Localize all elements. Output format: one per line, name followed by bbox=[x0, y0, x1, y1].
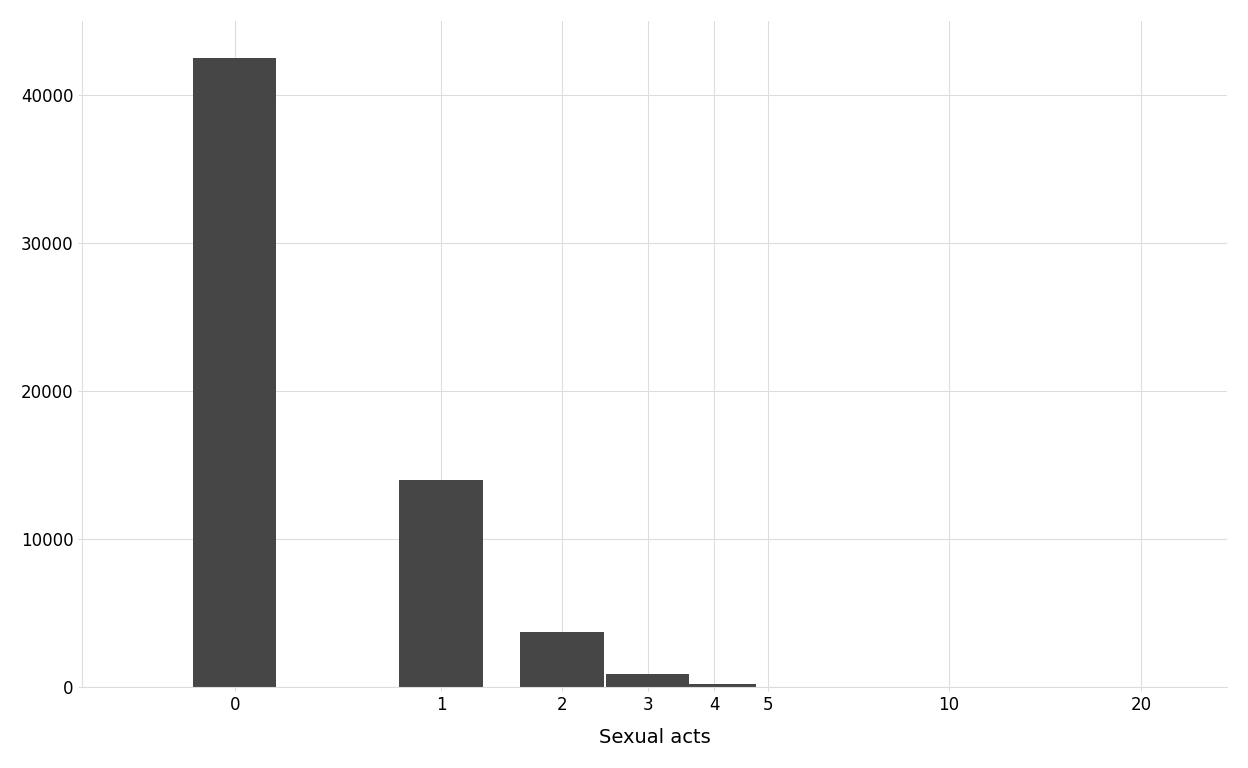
Bar bbox=[193, 58, 276, 687]
Bar bbox=[605, 674, 689, 687]
Bar bbox=[673, 684, 756, 687]
X-axis label: Sexual acts: Sexual acts bbox=[599, 728, 710, 747]
Bar bbox=[399, 480, 483, 687]
Bar bbox=[520, 633, 604, 687]
